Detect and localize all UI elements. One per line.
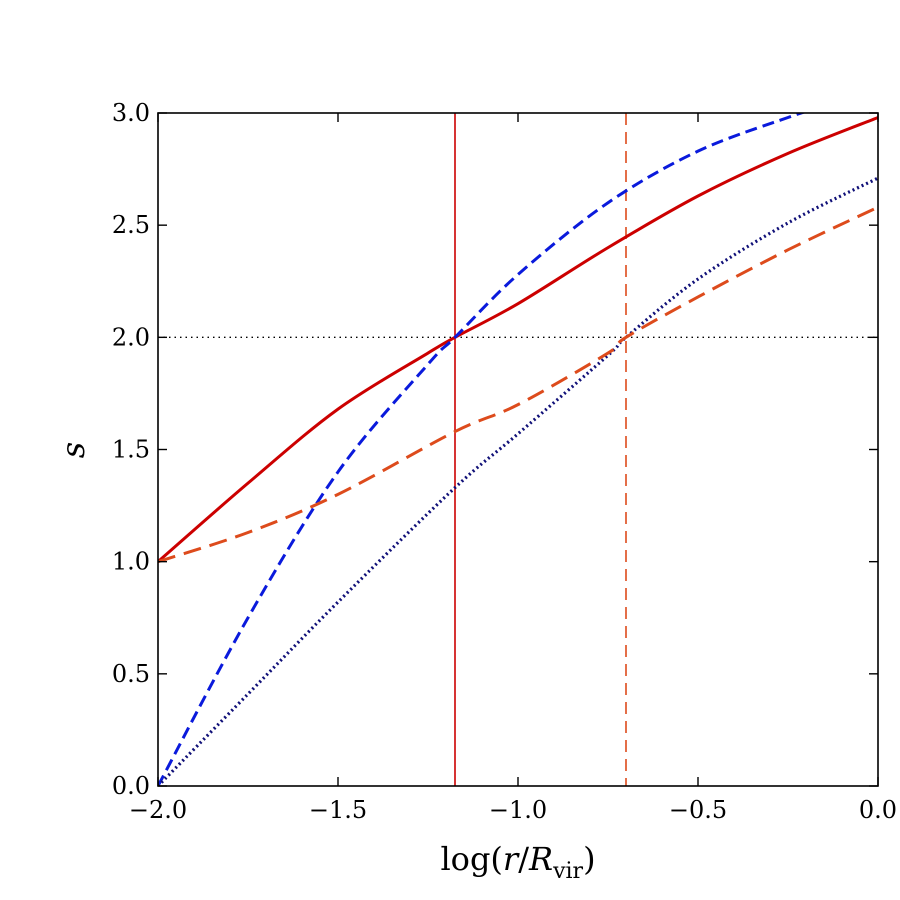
x-tick-label: −2.0 (129, 796, 187, 824)
series-orange-dashed (158, 205, 878, 564)
x-tick-label: −1.5 (309, 796, 367, 824)
y-tick-label: 2.5 (112, 211, 150, 239)
ticks (157, 112, 879, 787)
y-tick-label: 3.0 (112, 99, 150, 127)
reference-lines (158, 113, 878, 786)
x-tick-label: −0.5 (669, 796, 727, 824)
x-axis-label: log(r/Rvir) (440, 840, 595, 884)
y-tick-label: 1.0 (112, 548, 150, 576)
x-tick-label: 0.0 (859, 796, 897, 824)
plot-frame (157, 112, 879, 787)
series-red-solid (158, 116, 878, 563)
y-axis-label: s (54, 442, 92, 458)
series-group (158, 113, 878, 786)
series-navy-dotted (158, 176, 878, 786)
tick-labels: −2.0 −1.5 −1.0 −0.5 0.0 0.0 0.5 1.0 1.5 2.0 2.5 3.0 (112, 99, 897, 824)
y-tick-label: 0.5 (112, 660, 150, 688)
x-tick-label: −1.0 (489, 796, 547, 824)
y-tick-label: 1.5 (112, 436, 150, 464)
y-tick-label: 0.0 (112, 772, 150, 800)
series-blue-dashed (158, 113, 807, 786)
y-tick-label: 2.0 (112, 323, 150, 351)
